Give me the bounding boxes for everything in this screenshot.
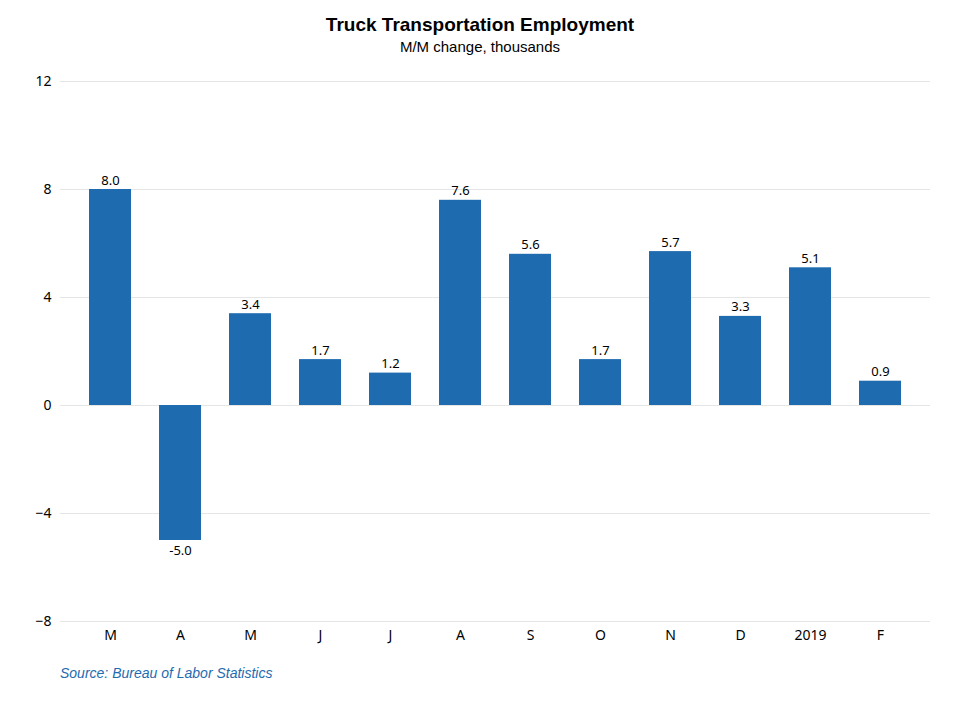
svg-text:M: M xyxy=(244,625,257,644)
svg-text:3.4: 3.4 xyxy=(241,295,260,313)
html-text:M/M change, thousands: M/M change, thousands xyxy=(400,38,560,55)
svg-text:1.7: 1.7 xyxy=(591,341,609,359)
html-text:Source: Bureau of Labor Statis: Source: Bureau of Labor Statistics xyxy=(60,665,273,681)
svg-text:A: A xyxy=(456,625,465,644)
svg-text:3.3: 3.3 xyxy=(731,297,749,315)
svg-text:F: F xyxy=(877,625,884,644)
svg-text:N: N xyxy=(665,625,676,644)
svg-text:−4: −4 xyxy=(35,503,51,522)
html-text:Truck Transportation Employmen: Truck Transportation Employment xyxy=(325,14,635,35)
svg-text:8: 8 xyxy=(43,179,51,198)
svg-text:5.7: 5.7 xyxy=(661,233,679,251)
svg-text:4: 4 xyxy=(43,287,51,306)
svg-text:S: S xyxy=(527,625,535,644)
svg-text:5.6: 5.6 xyxy=(521,235,539,253)
svg-text:D: D xyxy=(735,625,745,644)
svg-text:-5.0: -5.0 xyxy=(169,541,192,559)
svg-text:A: A xyxy=(176,625,185,644)
svg-text:−8: −8 xyxy=(35,611,51,630)
svg-text:J: J xyxy=(387,625,393,644)
svg-text:12: 12 xyxy=(35,71,51,90)
svg-text:7.6: 7.6 xyxy=(451,181,469,199)
svg-text:0.9: 0.9 xyxy=(871,362,889,380)
svg-text:1.2: 1.2 xyxy=(381,354,399,372)
svg-text:O: O xyxy=(595,625,606,644)
svg-text:J: J xyxy=(317,625,323,644)
svg-text:1.7: 1.7 xyxy=(311,341,329,359)
svg-text:2019: 2019 xyxy=(794,625,826,644)
svg-text:5.1: 5.1 xyxy=(801,249,819,267)
svg-text:M: M xyxy=(104,625,117,644)
svg-text:0: 0 xyxy=(43,395,51,414)
svg-text:8.0: 8.0 xyxy=(101,171,119,189)
